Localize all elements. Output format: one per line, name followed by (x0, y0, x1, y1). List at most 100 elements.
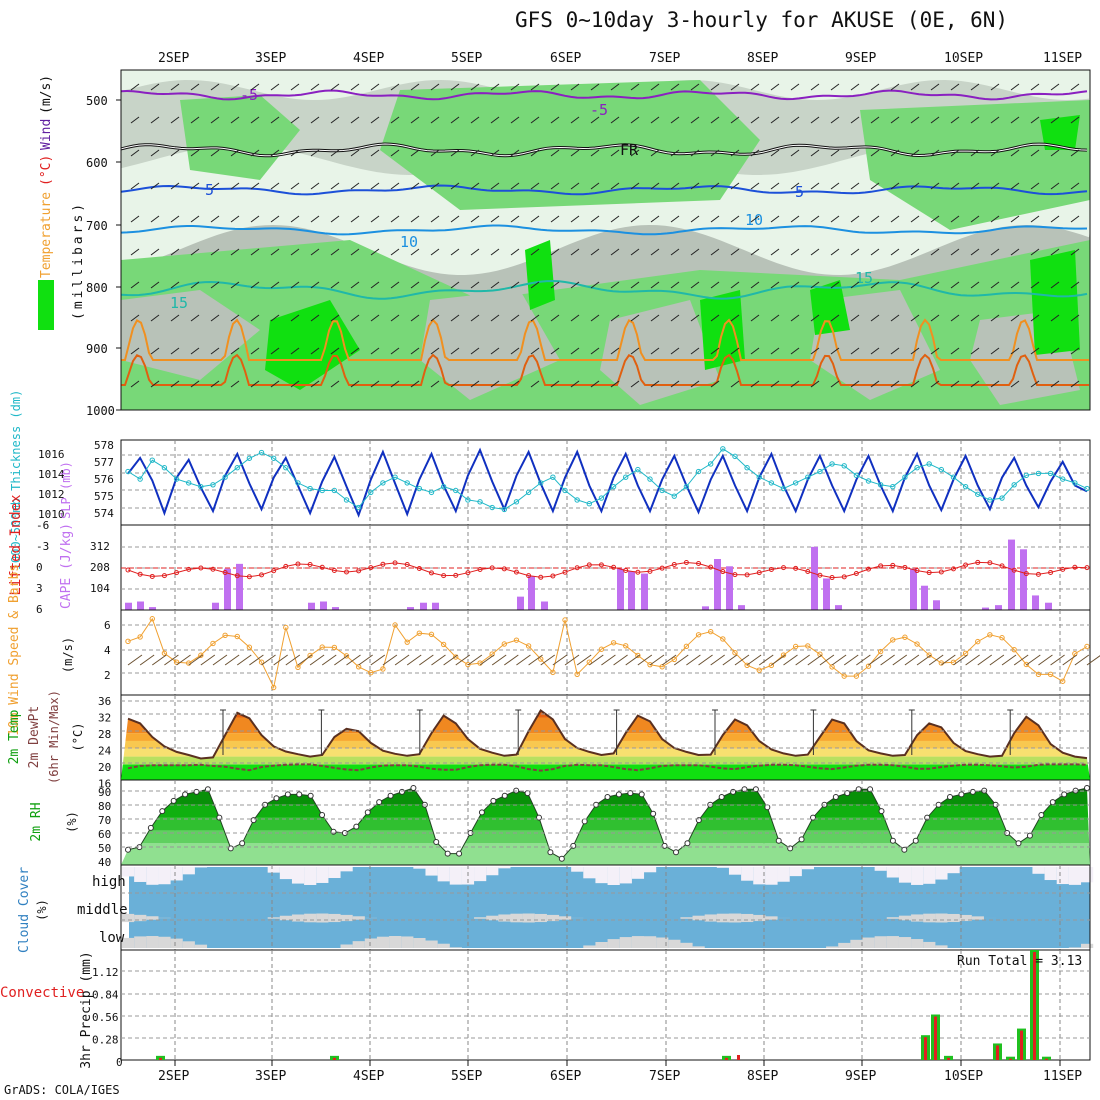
cloud-high-bar (1081, 867, 1094, 883)
wind-barb (390, 149, 400, 157)
wind-barb-10m (479, 654, 495, 666)
wind-barb (730, 215, 740, 223)
wind-barb (330, 215, 340, 223)
thickness-line-point (343, 497, 350, 503)
wind-barb (250, 248, 260, 256)
rh-point (1015, 840, 1022, 847)
wind-barb (930, 215, 940, 223)
wind-barb (410, 149, 420, 157)
wind-barb (250, 215, 260, 223)
wind-barb (830, 182, 840, 190)
cloud-mid-bar (692, 915, 705, 921)
lifted-index-point (246, 574, 252, 580)
wind-barb (1010, 314, 1020, 322)
wind-barb-10m (552, 654, 568, 666)
wind-barb-10m (321, 654, 337, 666)
lifted-index-point (513, 569, 519, 575)
wind-barb-10m (297, 654, 313, 666)
wind-barb-10m (576, 654, 592, 666)
wind-barb (210, 248, 220, 256)
temp-ytick-24: 24 (98, 745, 112, 758)
cloud-mid-bar (486, 915, 499, 921)
rh-point (307, 792, 314, 799)
wind-barb (270, 314, 280, 322)
cloud-high-bar (1032, 867, 1045, 874)
wind-speed-line-point (380, 666, 386, 672)
wind-barb (310, 83, 320, 91)
wind-barb (710, 281, 720, 289)
wind-barb (670, 83, 680, 91)
wind-barb (950, 116, 960, 124)
wind-barb (150, 347, 160, 355)
lifted-index-point (696, 561, 702, 567)
wind-barb-10m (625, 654, 640, 666)
temp-band (121, 710, 1090, 718)
wind-barb (910, 83, 920, 91)
cloud-mid-bar (304, 913, 317, 923)
cloud-high-bar (741, 867, 754, 881)
wind-barb (1070, 281, 1080, 289)
wind-barb (1050, 149, 1060, 157)
wind-barb (910, 215, 920, 223)
wind-barb (950, 149, 960, 157)
cape-bar (921, 585, 928, 610)
wind-barb (630, 314, 640, 322)
wind-barb (470, 215, 480, 223)
cloud-low-bar (668, 939, 681, 948)
cloud-low-bar (170, 938, 183, 948)
cloud-high-bar (753, 867, 766, 885)
wind-barb (670, 149, 680, 157)
cape-bar (407, 607, 414, 610)
cloud-mid-bar (522, 913, 535, 923)
thickness-ylabel: 1000~500mb Thickness (dm) (9, 390, 23, 571)
wind-speed-line-point (598, 646, 605, 652)
wind-barb (630, 83, 640, 91)
wind-barb (250, 380, 260, 388)
rh-gray-patch-3 (600, 300, 720, 405)
bottom-date-label-5SEP: 5SEP (451, 1069, 482, 1084)
wind-barb (650, 182, 660, 190)
temp-ylabel-3: (6hr Min/Max) (47, 690, 61, 784)
cloud-high-bar (279, 867, 293, 880)
cloud-mid-bar (146, 916, 159, 920)
cloud-high-bar (765, 867, 778, 885)
temp-contour-20 (121, 318, 1089, 361)
rh-point (1061, 791, 1068, 798)
cape-bar (1008, 539, 1015, 610)
wind-barb-10m (491, 654, 507, 666)
wind-barb (950, 314, 960, 322)
wind-barb-10m (139, 654, 155, 666)
cloud-high-bar (607, 867, 620, 885)
wind-barb (370, 248, 380, 256)
wind-barb (570, 83, 580, 91)
wind-barb (1030, 149, 1040, 157)
wind-barb (310, 347, 320, 355)
cloud-mid-bar (122, 913, 135, 923)
wind-barb (230, 248, 240, 256)
wind-barb (210, 215, 220, 223)
thickness-line-point (234, 465, 240, 471)
wind-barb (650, 347, 660, 355)
wind-barb (890, 83, 900, 91)
wind-barb (290, 314, 300, 322)
cloud-low-bar (449, 947, 462, 948)
wind-barb (610, 149, 620, 157)
wind-barb (210, 83, 220, 91)
wind-barb-10m (394, 654, 410, 666)
wind-barb-10m (406, 654, 422, 666)
rh-green-region-2 (380, 80, 760, 210)
wind-barb (1050, 314, 1060, 322)
wind-barb (330, 347, 340, 355)
lifted-index-point (404, 562, 410, 568)
wind-barb (730, 83, 740, 91)
wind-barb (230, 314, 240, 322)
rh-band (121, 830, 1090, 844)
wind-barb (1030, 380, 1040, 388)
lifted-ytick--3: -3 (36, 540, 49, 553)
cloud-low-bar (1068, 947, 1082, 948)
thickness-line-point (550, 474, 556, 480)
rh-point (901, 846, 908, 853)
cloud-low-bar (874, 936, 887, 948)
wind-barb (490, 347, 500, 355)
cloud-mid-bar (498, 914, 511, 922)
